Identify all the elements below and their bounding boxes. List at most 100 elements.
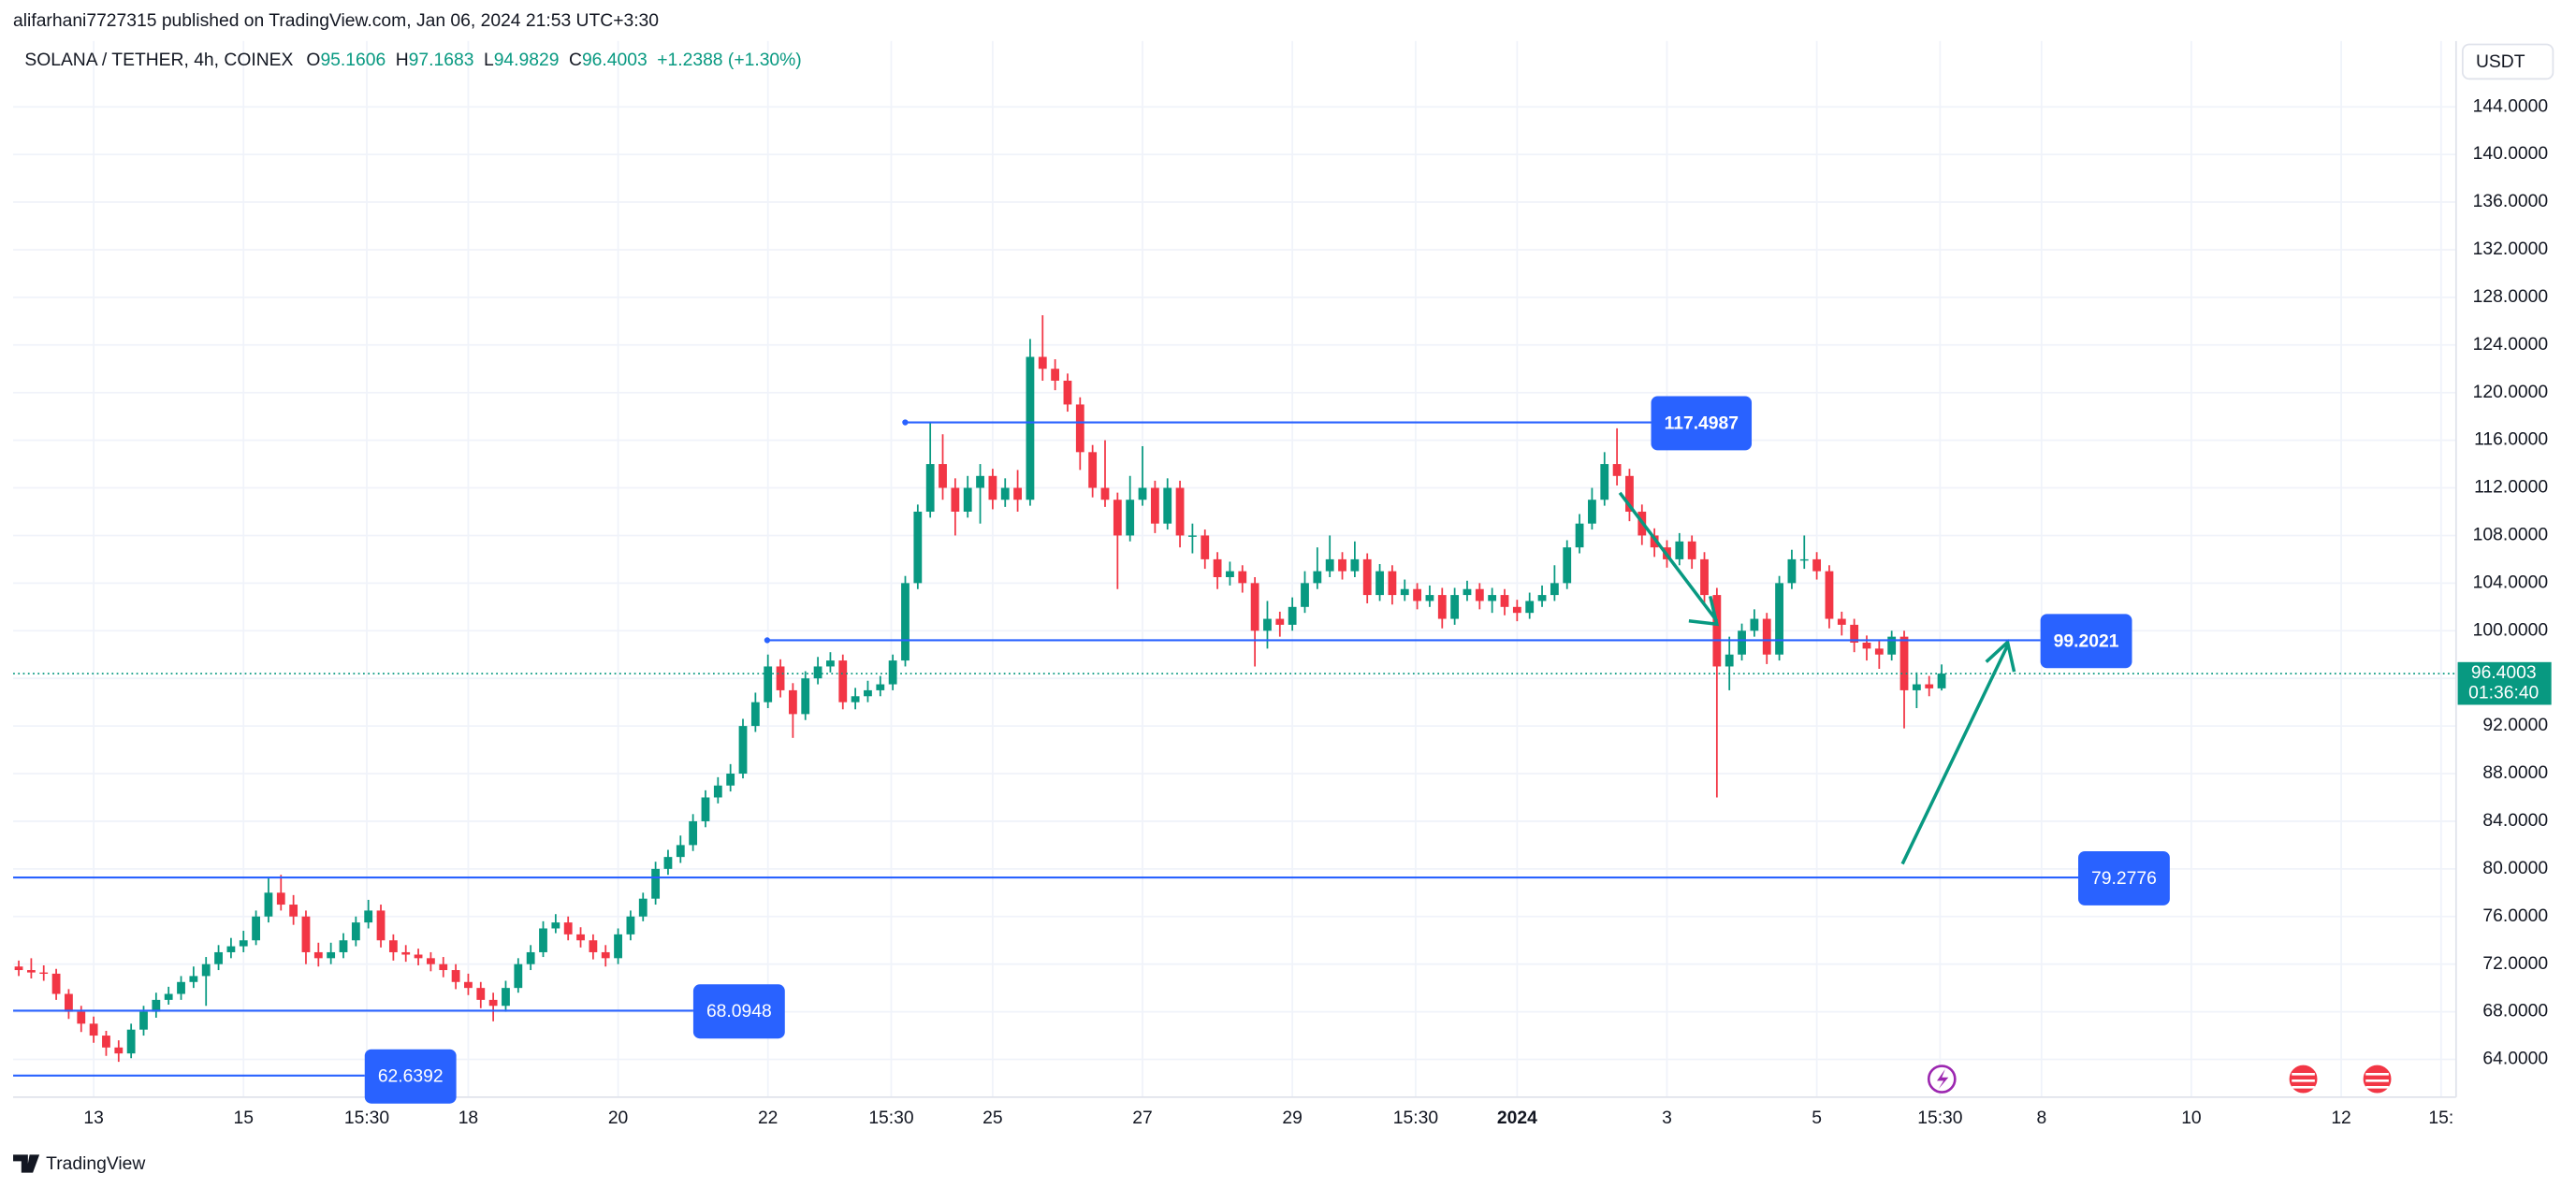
candle-body (1000, 487, 1010, 500)
candle-body (539, 928, 547, 952)
candle-body (1862, 643, 1871, 649)
ohlc-value: 96.4003 (582, 51, 648, 70)
candle-body (963, 487, 972, 512)
candle-body (901, 583, 910, 661)
candle-body (851, 696, 860, 703)
candle-body (1362, 558, 1372, 596)
candle-body (638, 898, 648, 917)
candle-body (376, 910, 386, 941)
level-label-box (692, 984, 785, 1039)
candle-body (864, 689, 872, 697)
candle-body (988, 475, 997, 500)
candle-body (102, 1036, 110, 1048)
candle-body (1338, 558, 1346, 572)
candle-body (464, 981, 473, 989)
candle-body (1612, 464, 1622, 476)
candle-body (1750, 618, 1759, 631)
candle-body (1712, 595, 1722, 667)
candle-body (1350, 558, 1360, 572)
candle-body (838, 660, 848, 703)
symbol-title: SOLANA / TETHER, 4h, COINEX (24, 51, 293, 70)
candle-body (1825, 571, 1834, 619)
candle-body (1250, 583, 1259, 631)
x-tick-label: 15:30 (1393, 1108, 1438, 1128)
grid (13, 40, 2456, 1097)
candle-body (1275, 618, 1285, 625)
candle-body (1500, 595, 1509, 607)
candle-body (177, 981, 185, 994)
legend: SOLANA / TETHER, 4h, COINEX O95.1606 H97.1… (24, 51, 801, 70)
candle-body (876, 684, 885, 690)
candle-body (1550, 583, 1559, 596)
candle-body (1163, 487, 1172, 524)
candle-body (1537, 595, 1547, 601)
candle-body (201, 963, 211, 977)
candle-body (1775, 583, 1783, 655)
candle-body (1375, 571, 1384, 596)
x-tick-label: 8 (2036, 1108, 2046, 1128)
candle-body (1301, 583, 1309, 607)
candle-body (651, 868, 661, 899)
candle-body (888, 660, 897, 685)
candle-body (663, 857, 673, 869)
candle-body (514, 963, 523, 989)
y-tick-label: 116.0000 (2474, 430, 2548, 450)
candle-body (1051, 369, 1060, 381)
x-tick-label: 27 (1132, 1108, 1152, 1128)
candle-body (1700, 558, 1709, 596)
candle-body (1450, 595, 1460, 619)
candle-body (813, 666, 822, 679)
x-axis-labels: 13 15 15:30 18 20 22 15:30 25 27 29 15:30 2024 3 5 15:… (83, 1108, 2453, 1128)
y-tick-label: 64.0000 (2482, 1050, 2548, 1069)
economic-event-icon[interactable] (2363, 1065, 2392, 1094)
candle-body (252, 916, 260, 941)
candle-body (1588, 500, 1596, 524)
candle-body (976, 475, 984, 488)
y-tick-label: 88.0000 (2482, 763, 2548, 783)
x-tick-label: 29 (1282, 1108, 1302, 1128)
candle-body (439, 963, 448, 971)
candle-body (1263, 618, 1272, 631)
drawings (1618, 491, 2016, 865)
candle-body (526, 951, 535, 964)
candle-body (1113, 500, 1122, 536)
candle-body (1837, 618, 1846, 625)
candle-body (327, 951, 336, 959)
price-tag (2457, 661, 2552, 705)
candle-body (264, 892, 273, 917)
candle-body (1075, 404, 1084, 453)
candle-body (1388, 571, 1397, 596)
event-icons (1927, 1065, 2392, 1094)
candle-body (738, 726, 748, 775)
economic-event-icon[interactable] (2289, 1065, 2318, 1094)
currency-button[interactable] (2461, 43, 2554, 80)
candle-body (1925, 684, 1934, 688)
candle-body (364, 910, 373, 923)
x-tick-label: 22 (758, 1108, 778, 1128)
candle-body (939, 464, 947, 488)
publisher-line: alifarhani7727315 published on TradingVi… (13, 11, 659, 31)
ohlc-key: C (569, 51, 582, 70)
candle-body (764, 666, 773, 703)
candle-body (1126, 500, 1135, 536)
candle-body (1563, 547, 1572, 584)
candle-body (1400, 588, 1409, 596)
candle-body (1026, 356, 1035, 500)
candle-body (1313, 571, 1322, 584)
y-tick-label: 72.0000 (2482, 954, 2548, 974)
candle-body (351, 922, 360, 941)
candle-body (114, 1047, 124, 1054)
level-label: 99.2021 (2054, 631, 2119, 651)
candle-body (1512, 606, 1521, 614)
y-tick-label: 100.0000 (2473, 620, 2548, 640)
y-tick-label: 128.0000 (2473, 287, 2548, 307)
candle-body (1912, 684, 1921, 690)
candle-body (614, 934, 622, 959)
level-label-box (2040, 614, 2132, 669)
x-tick-label: 15: (2428, 1108, 2453, 1128)
arrow (1900, 639, 2016, 865)
currency-label[interactable]: USDT (2476, 52, 2525, 72)
candle-body (1850, 624, 1859, 644)
